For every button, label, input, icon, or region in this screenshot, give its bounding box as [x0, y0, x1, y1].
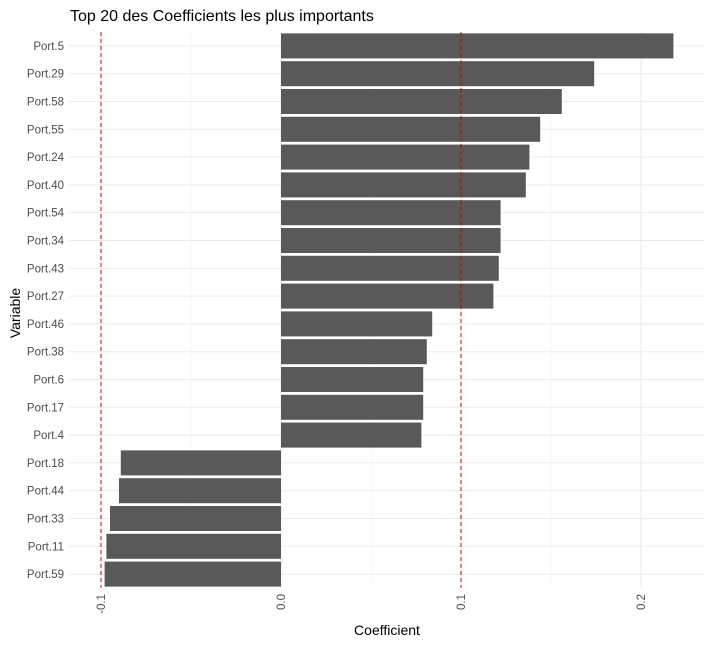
x-tick-label: -0.1 — [96, 594, 108, 614]
y-tick-label: Port.33 — [27, 514, 64, 526]
x-tick-label: 0.1 — [456, 594, 468, 610]
y-tick-label: Port.29 — [27, 69, 64, 81]
y-tick-label: Port.24 — [27, 152, 65, 164]
y-tick-label: Port.11 — [28, 541, 64, 553]
x-tick-label: 0.2 — [636, 594, 648, 610]
y-tick-label: Port.46 — [27, 319, 64, 331]
y-tick-label: Port.54 — [27, 208, 65, 220]
chart-title: Top 20 des Coefficients les plus importa… — [70, 8, 374, 25]
bar-port-4 — [281, 422, 422, 448]
bar-port-29 — [281, 61, 595, 87]
category-labels: Port.5 Port.29 Port.58 Port.55 Port.24 Port.4… — [27, 41, 65, 581]
bar-port-43 — [281, 255, 499, 281]
y-tick-label: Port.17 — [27, 402, 64, 414]
bar-port-11 — [106, 533, 282, 559]
y-tick-label: Port.38 — [27, 347, 64, 359]
y-tick-label: Port.59 — [27, 569, 64, 581]
bar-port-17 — [281, 394, 424, 420]
bar-port-33 — [110, 505, 281, 532]
bar-port-5 — [281, 33, 674, 59]
x-tick-label: 0.0 — [276, 594, 288, 610]
bar-port-24 — [281, 144, 530, 170]
bar-port-18 — [120, 450, 281, 476]
y-tick-label: Port.4 — [33, 430, 64, 442]
bar-port-34 — [281, 227, 501, 254]
x-axis-title: Coefficient — [354, 622, 420, 638]
y-tick-label: Port.55 — [27, 124, 64, 136]
bar-port-38 — [281, 339, 427, 365]
bar-port-40 — [281, 172, 526, 198]
y-tick-label: Port.43 — [27, 263, 64, 275]
y-tick-label: Port.27 — [27, 291, 64, 303]
bar-port-27 — [281, 283, 494, 309]
y-axis-title: Variable — [7, 288, 23, 339]
bar-port-58 — [281, 88, 562, 115]
y-tick-label: Port.40 — [27, 180, 64, 192]
y-tick-label: Port.6 — [33, 375, 64, 387]
y-tick-label: Port.44 — [27, 486, 65, 498]
y-tick-label: Port.5 — [33, 41, 64, 53]
y-tick-label: Port.58 — [27, 97, 64, 109]
y-tick-label: Port.18 — [27, 458, 64, 470]
reference-lines-layer — [100, 32, 462, 588]
bars-layer — [104, 33, 674, 587]
bar-port-55 — [281, 116, 541, 142]
bar-port-46 — [281, 311, 433, 337]
bar-port-44 — [119, 478, 281, 504]
grid-layer — [69, 32, 705, 588]
bar-port-6 — [281, 366, 424, 393]
bar-port-54 — [281, 200, 501, 226]
y-tick-label: Port.34 — [27, 236, 65, 248]
bar-port-59 — [104, 561, 281, 587]
x-tick-labels: -0.1 0.0 0.1 0.2 — [96, 594, 648, 614]
